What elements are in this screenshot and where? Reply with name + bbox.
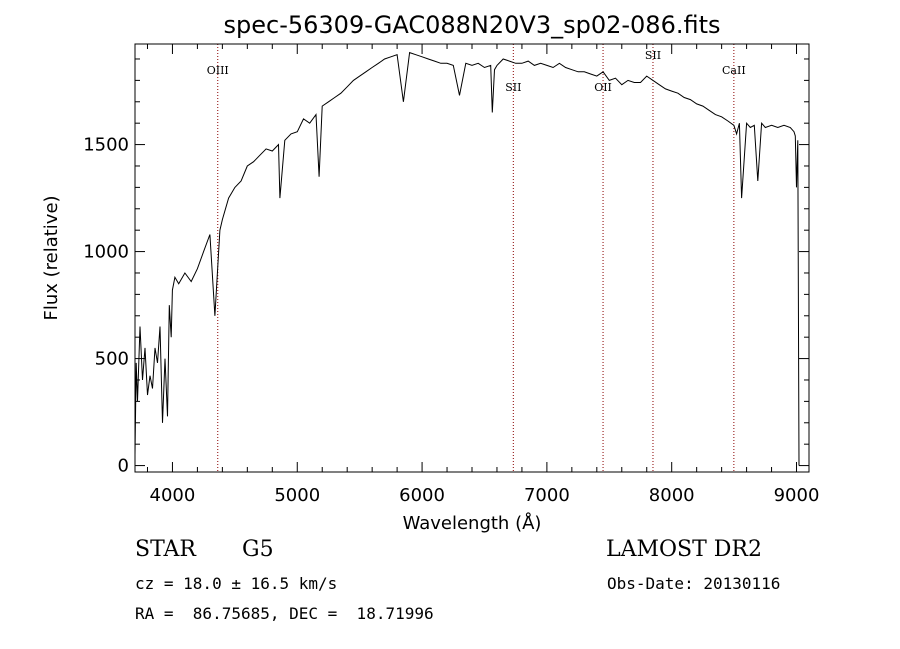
spectrum-series-line xyxy=(134,51,800,466)
x-axis-label: Wavelength (Å) xyxy=(403,512,542,534)
y-tick-label: 500 xyxy=(95,349,129,370)
marker-label-2: OII xyxy=(594,81,612,94)
y-axis-label: Flux (relative) xyxy=(41,195,62,320)
emission-line-markers: OIII SII OII SII CaII xyxy=(207,44,746,472)
object-subclass: G5 xyxy=(242,537,274,562)
marker-label-3: SII xyxy=(645,49,661,62)
marker-label-1: SII xyxy=(505,81,521,94)
y-tick-label: 1500 xyxy=(83,135,129,156)
survey-name: LAMOST DR2 xyxy=(606,537,762,562)
x-tick-label: 8000 xyxy=(649,485,695,506)
coordinates: RA = 86.75685, DEC = 18.71996 xyxy=(135,604,434,623)
y-tick-label: 0 xyxy=(118,456,129,477)
chart-title: spec-56309-GAC088N20V3_sp02-086.fits xyxy=(224,11,721,39)
x-tick-label: 9000 xyxy=(774,485,820,506)
y-axis: 0 500 1000 1500 xyxy=(83,58,809,477)
redshift-cz: cz = 18.0 ± 16.5 km/s xyxy=(135,574,338,593)
observation-date: Obs-Date: 20130116 xyxy=(607,574,781,593)
x-tick-label: 7000 xyxy=(524,485,570,506)
x-axis: 4000 5000 6000 7000 8000 9000 xyxy=(146,44,820,506)
x-tick-label: 6000 xyxy=(399,485,445,506)
x-tick-label: 5000 xyxy=(274,485,320,506)
plot-frame xyxy=(134,43,810,473)
y-tick-label: 1000 xyxy=(83,242,129,263)
marker-label-4: CaII xyxy=(722,64,746,77)
marker-label-0: OIII xyxy=(207,64,229,77)
object-type: STAR xyxy=(135,537,196,562)
x-tick-label: 4000 xyxy=(150,485,196,506)
